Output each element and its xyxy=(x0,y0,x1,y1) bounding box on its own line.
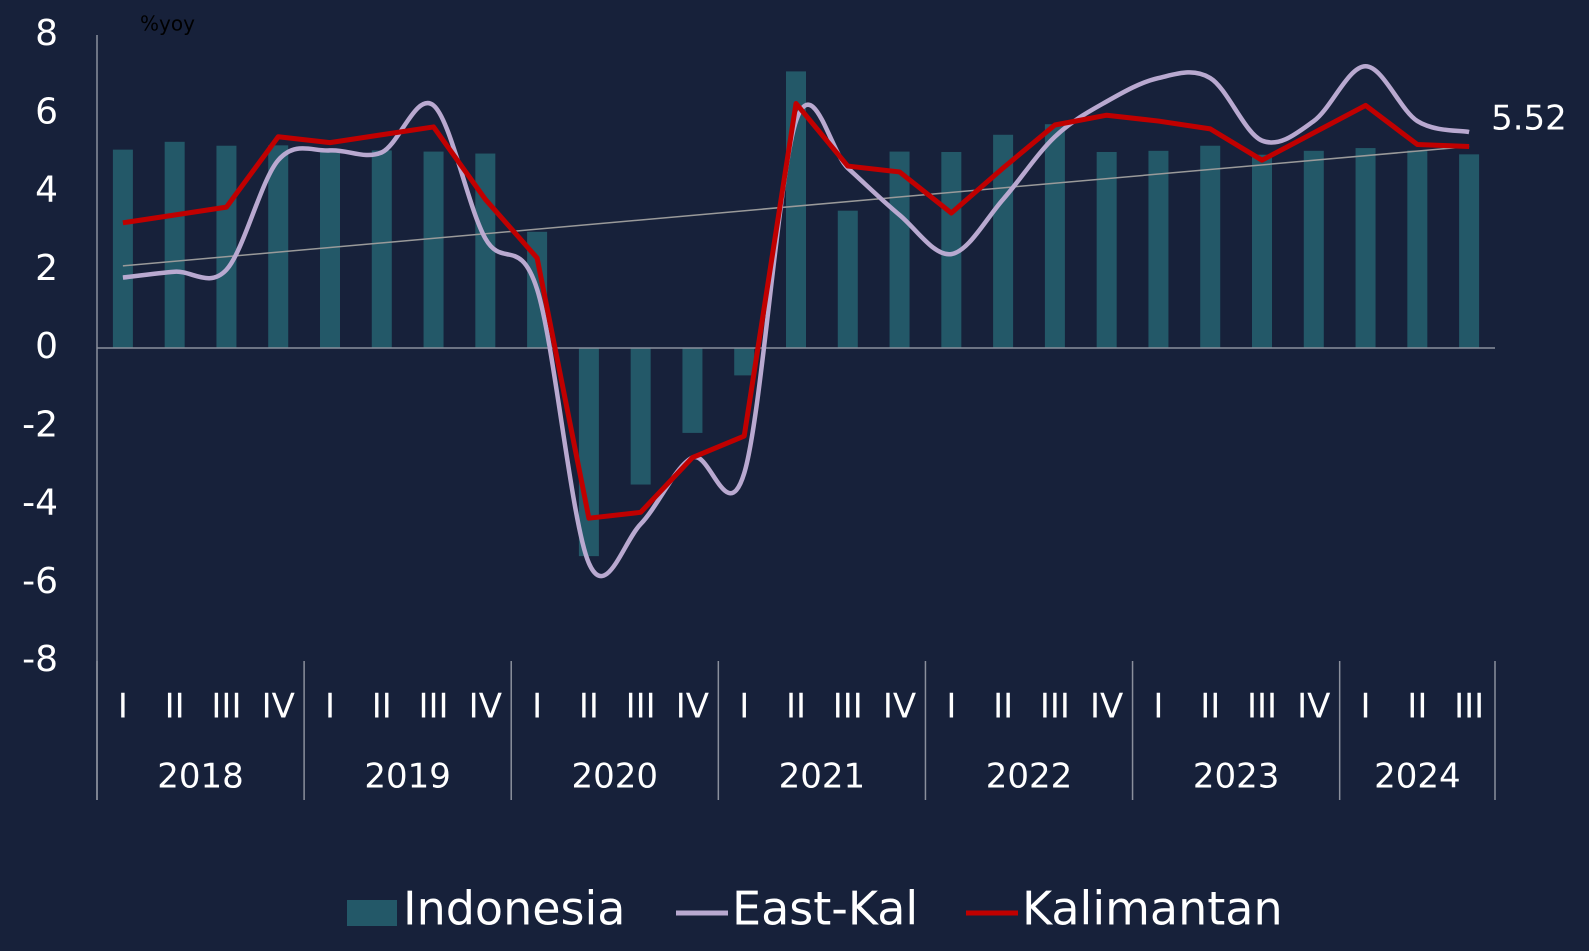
bar xyxy=(578,348,599,557)
x-tick-label: III xyxy=(419,687,449,727)
x-group-label: 2024 xyxy=(1374,757,1461,797)
y-tick-label: -8 xyxy=(22,639,58,680)
x-tick-label: III xyxy=(1247,687,1277,727)
x-tick-label: III xyxy=(833,687,863,727)
bar xyxy=(320,149,340,348)
x-tick-label: IV xyxy=(676,687,709,727)
x-tick-label: IV xyxy=(1297,687,1330,727)
x-tick-label: I xyxy=(532,687,542,727)
x-group-label: 2022 xyxy=(986,757,1073,797)
bar xyxy=(423,151,444,348)
bar xyxy=(1459,154,1480,348)
bar xyxy=(1407,150,1428,348)
x-tick-label: I xyxy=(325,687,335,727)
bar xyxy=(1044,124,1065,348)
y-tick-label: -2 xyxy=(22,404,58,445)
bar xyxy=(837,210,858,348)
legend-swatch xyxy=(347,900,397,926)
x-tick-label: III xyxy=(626,687,656,727)
bar xyxy=(1200,145,1221,348)
y-tick-label: 6 xyxy=(35,91,58,132)
x-tick-label: II xyxy=(786,687,806,727)
x-tick-label: I xyxy=(739,687,749,727)
x-group-label: 2021 xyxy=(779,757,866,797)
bar xyxy=(216,145,237,348)
bar xyxy=(1303,150,1324,348)
x-tick-label: II xyxy=(993,687,1013,727)
bar xyxy=(371,150,392,348)
bar xyxy=(1355,148,1376,348)
bar xyxy=(734,348,755,376)
x-tick-label: I xyxy=(1153,687,1163,727)
legend-label: East-Kal xyxy=(732,882,918,936)
bar xyxy=(1252,154,1272,348)
x-tick-label: I xyxy=(1361,687,1371,727)
series-line xyxy=(122,100,1470,521)
bar xyxy=(889,151,910,348)
x-tick-label: IV xyxy=(883,687,916,727)
x-tick-label: IV xyxy=(469,687,502,727)
x-tick-label: III xyxy=(1454,687,1484,727)
y-tick-label: 2 xyxy=(35,248,58,289)
x-tick-label: II xyxy=(1200,687,1220,727)
bar xyxy=(112,149,133,348)
bar xyxy=(164,141,185,348)
x-tick-label: I xyxy=(118,687,128,727)
y-axis-label: %yoy xyxy=(140,12,195,36)
y-tick-label: -6 xyxy=(22,561,58,602)
x-tick-label: III xyxy=(1040,687,1070,727)
y-tick-label: 4 xyxy=(35,170,58,211)
bar xyxy=(682,348,703,433)
legend-label: Indonesia xyxy=(403,882,625,936)
x-group-label: 2023 xyxy=(1193,757,1280,797)
bar xyxy=(941,151,962,348)
bar xyxy=(475,153,496,348)
bar xyxy=(1096,151,1117,348)
data-label: 5.52 xyxy=(1491,99,1567,139)
y-tick-label: 8 xyxy=(35,13,58,54)
y-tick-label: 0 xyxy=(35,326,58,367)
series-line xyxy=(122,64,1470,579)
x-tick-label: II xyxy=(165,687,185,727)
bar xyxy=(630,348,651,485)
x-tick-label: II xyxy=(372,687,392,727)
x-tick-label: IV xyxy=(1090,687,1123,727)
x-tick-label: III xyxy=(211,687,241,727)
x-tick-label: II xyxy=(1407,687,1427,727)
x-group-label: 2020 xyxy=(572,757,659,797)
x-group-label: 2019 xyxy=(364,757,451,797)
bar xyxy=(268,145,289,348)
x-group-label: 2018 xyxy=(157,757,244,797)
x-tick-label: IV xyxy=(262,687,295,727)
trend-line xyxy=(122,145,1470,267)
y-tick-label: -4 xyxy=(22,483,58,524)
x-tick-label: II xyxy=(579,687,599,727)
legend-label: Kalimantan xyxy=(1022,882,1283,936)
bar xyxy=(1148,150,1169,348)
x-tick-label: I xyxy=(946,687,956,727)
